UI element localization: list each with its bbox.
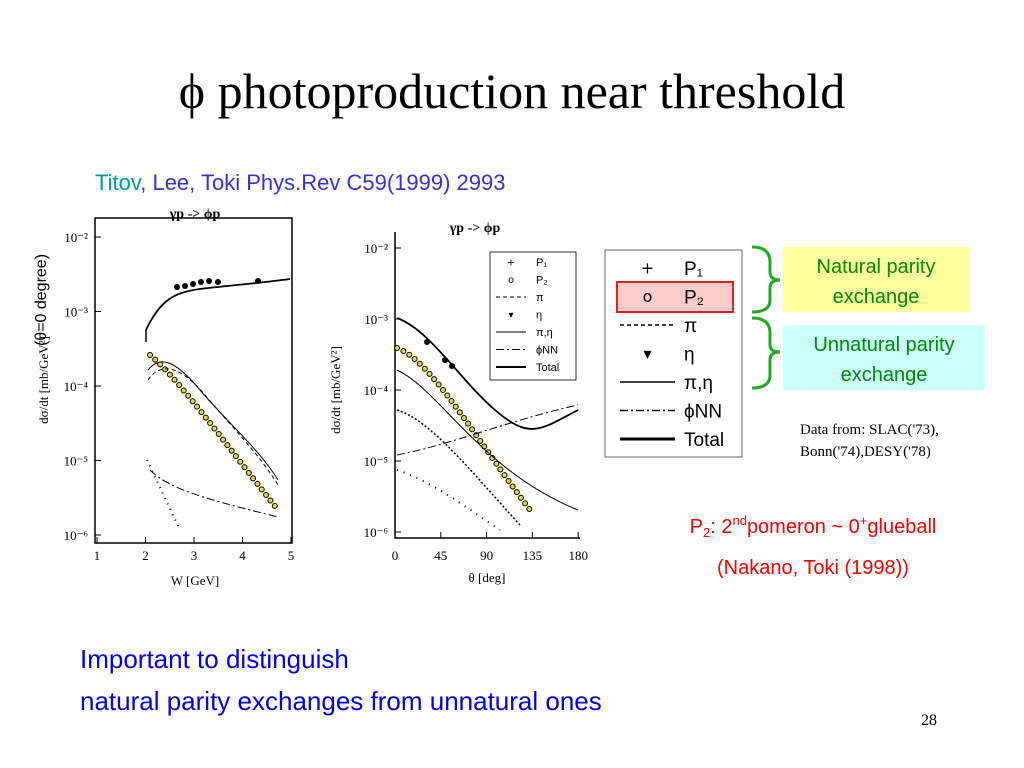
data-source: Data from: SLAC('73), [800,422,939,438]
legend-label: η [684,345,695,366]
legend-label: ϕNN [684,402,722,423]
text: : 2 [710,516,732,538]
p2-dots [395,346,532,512]
text: P [690,516,703,538]
sup: nd [732,513,746,528]
unnatural-box [783,325,985,390]
legend-label: Total [684,430,724,451]
natural-box [783,247,969,312]
slide-title: ϕ photoproduction near threshold [179,63,845,119]
x-tick-label: 5 [288,548,295,563]
y-tick-label: 10⁻⁶ [364,525,388,540]
legend-symbol: ▾ [643,344,651,363]
y-tick-label: 10⁻³ [64,305,88,320]
citation-rest: , Lee, Toki Phys.Rev C59(1999) 2993 [140,170,505,195]
data-points [424,339,455,369]
left-plot: γp -> ϕp dσ/dt [mb/GeV²] W [GeV] 1 2 3 4 5 10… [36,207,294,588]
brace-unnatural [751,316,781,390]
legend-label: π,η [684,373,713,394]
total-curve [145,278,291,331]
legend-symbol: + [507,258,515,269]
eta-curve [146,459,181,531]
x-tick-label: 45 [434,548,447,563]
p2-ref: (Nakano, Toki (1998)) [717,557,909,579]
p1-curve [396,409,521,526]
legend-symbol: + [641,259,654,278]
legend-label: π [536,292,544,304]
legend-label: P₂ [684,288,704,309]
phinn-curve [149,469,279,518]
data-source: Bonn('74),DESY('78) [800,444,931,460]
legend-box [489,251,577,381]
conclusion: Important to distinguish [80,644,349,674]
x-tick-label: 0 [392,548,399,563]
y-tick-label: 10⁻² [64,230,88,245]
y-tick-label: 10⁻⁴ [64,379,89,394]
side-label: (θ=0 degree) [33,254,50,346]
sub: 2 [703,525,710,540]
p2-note: P2: 2ndpomeron ~ 0+glueball [690,513,937,540]
x-tick-label: 1 [94,548,101,563]
plot-title: γp -> ϕp [169,207,221,222]
pi-eta-curve [147,361,279,481]
legend-label: P₂ [536,275,548,287]
brace-natural [751,245,781,314]
legend-symbol: o [508,275,514,286]
legend-label: π,η [536,327,553,339]
legend-label: η [536,310,542,322]
unnatural-label: exchange [841,364,928,386]
x-tick-label: 135 [523,548,543,563]
x-label: W [GeV] [171,573,220,588]
x-tick-label: 90 [480,548,493,563]
unnatural-label: Unnatural parity [813,334,954,356]
eta-curve [396,469,501,531]
p2-dots-outline [147,352,281,513]
phinn-curve [396,404,579,456]
p2-dots [148,353,280,512]
legend-symbol: ▾ [508,310,513,321]
legend-label: π [684,316,697,337]
legend-label: Total [536,362,559,374]
x-tick-label: 3 [191,548,198,563]
page-number: 28 [921,712,937,729]
conclusion: natural parity exchanges from unnatural … [80,686,602,716]
x-tick-label: 4 [239,548,246,563]
y-label: dσ/dt [mb/GeV²] [36,336,51,424]
y-label: dσ/dt [mb/GeV²] [328,346,343,434]
p2-highlight [616,281,734,313]
legend-label: P₁ [536,257,547,269]
total-curve [396,317,579,430]
plot-title: γp -> ϕp [449,221,501,236]
x-label: θ [deg] [469,570,506,585]
text: glueball [867,516,936,538]
right-plot: γp -> ϕp dσ/dt [mb/GeV²] θ [deg] 0 45 90 13… [328,221,588,585]
y-tick-label: 10⁻⁵ [64,454,88,469]
y-tick-label: 10⁻⁵ [364,454,388,469]
text: pomeron ~ 0 [747,516,860,538]
sup: + [860,513,868,528]
natural-label: Natural parity [817,256,936,278]
y-tick-label: 10⁻³ [364,312,388,327]
pi-eta-curve [396,369,579,511]
first-author: Titov [95,170,142,195]
legend-label: ϕNN [536,345,558,357]
pi-curve [147,368,279,486]
legend-symbol: o [643,287,653,306]
x-tick-label: 180 [568,548,588,563]
citation: Titov, Lee, Toki Phys.Rev C59(1999) 2993 [95,170,506,195]
y-tick-label: 10⁻² [364,241,388,256]
x-tick-label: 2 [142,548,149,563]
data-points [174,278,261,290]
natural-label: exchange [833,286,920,308]
y-tick-label: 10⁻⁴ [364,383,389,398]
y-tick-label: 10⁻⁶ [64,528,88,543]
legend-label: P₁ [684,259,703,280]
